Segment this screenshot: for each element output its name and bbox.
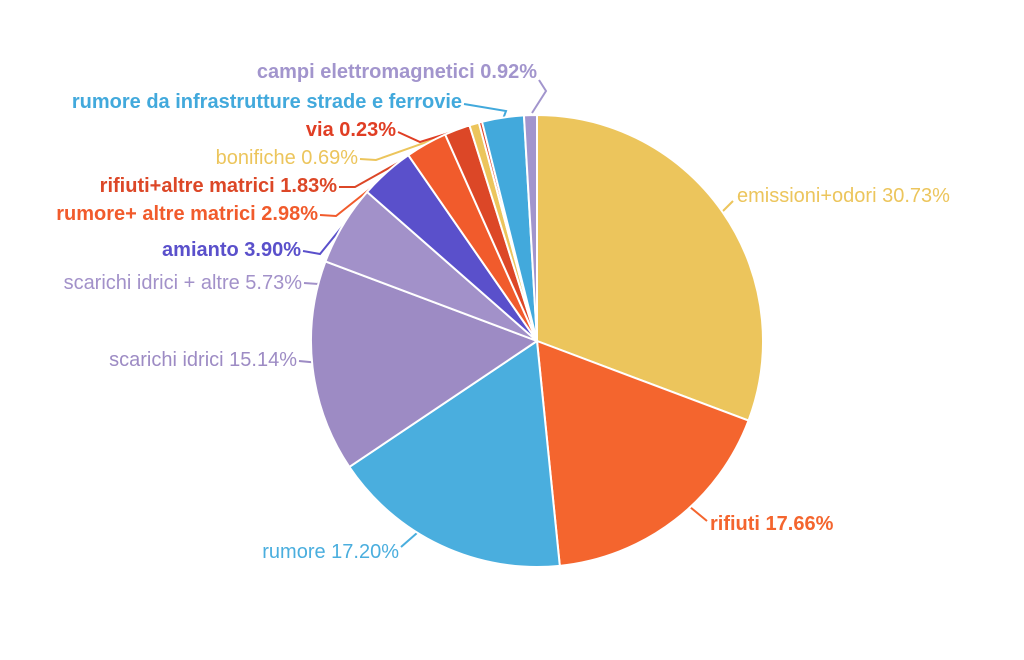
- slice-label-emissioni-odori: emissioni+odori 30.73%: [737, 185, 950, 207]
- slice-label-scarichi-idrici: scarichi idrici 15.14%: [109, 349, 297, 371]
- slice-label-bonifiche: bonifiche 0.69%: [215, 147, 358, 169]
- leader-line-rumore-da-infrastrutture-strade-e-ferrovie: [463, 103, 508, 120]
- slice-label-rumore-da-infrastrutture-strade-e-ferrovie: rumore da infrastrutture strade e ferrov…: [71, 91, 462, 113]
- slice-label-rifiuti-altre-matrici: rifiuti+altre matrici 1.83%: [99, 175, 337, 197]
- pie-slice-rifiuti[interactable]: [536, 340, 750, 567]
- slice-label-rifiuti: rifiuti 17.66%: [710, 513, 834, 535]
- pie-slice-scarichi-idrici[interactable]: [310, 260, 538, 468]
- slice-label-rumore: rumore 17.20%: [262, 541, 399, 563]
- slice-label-amianto: amianto 3.90%: [162, 239, 301, 261]
- slice-label-campi-elettromagnetici: campi elettromagnetici 0.92%: [256, 61, 537, 83]
- leader-line-campi-elettromagnetici: [531, 79, 548, 114]
- pie-slice-rumore[interactable]: [348, 340, 561, 568]
- pie-slice-emissioni-odori[interactable]: [536, 114, 764, 422]
- pie-slices: [310, 114, 764, 568]
- slice-label-rumore-altre-matrici: rumore+ altre matrici 2.98%: [56, 203, 318, 225]
- slice-label-via: via 0.23%: [305, 119, 396, 141]
- pie-slice-campi-elettromagnetici[interactable]: [522, 114, 538, 342]
- slice-label-scarichi-idrici-altre: scarichi idrici + altre 5.73%: [63, 272, 302, 294]
